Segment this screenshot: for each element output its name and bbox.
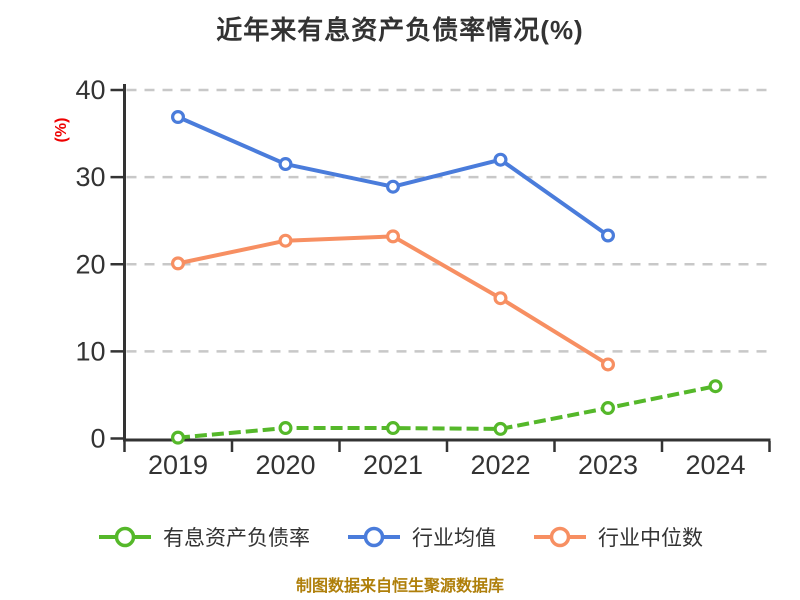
data-point-marker: [278, 421, 293, 436]
data-point-marker: [493, 291, 508, 306]
legend-marker-icon: [348, 526, 400, 548]
series-line: [177, 384, 716, 440]
data-point-marker: [600, 228, 615, 243]
data-point-marker: [493, 152, 508, 167]
data-source-caption: 制图数据来自恒生聚源数据库: [295, 578, 504, 595]
legend-label: 行业均值: [412, 527, 496, 550]
y-tick-label: 40: [75, 75, 105, 105]
data-point-marker: [386, 179, 401, 194]
data-point-marker: [171, 256, 186, 271]
y-tick-label: 10: [75, 336, 105, 366]
legend-item-行业中位数: 行业中位数: [532, 522, 703, 552]
y-tick-label: 30: [75, 162, 105, 192]
x-tick-label: 2023: [578, 450, 638, 480]
data-point-marker: [600, 357, 615, 372]
legend-item-行业均值: 行业均值: [346, 522, 496, 552]
x-tick-label: 2022: [470, 450, 530, 480]
gridlines: [126, 88, 769, 353]
data-point-marker: [171, 430, 186, 445]
legend-marker-icon: [99, 526, 151, 548]
legend-label: 有息资产负债率: [163, 527, 310, 550]
legend-label: 行业中位数: [598, 527, 703, 550]
chart-legend: 有息资产负债率 行业均值 行业中位数: [0, 520, 800, 554]
data-point-marker: [493, 421, 508, 436]
series-有息资产负债率: [171, 379, 723, 445]
legend-circle: [549, 526, 571, 548]
data-point-marker: [708, 379, 723, 394]
legend-circle: [114, 526, 136, 548]
axes: 0 10 20 30 40 2019 2020 2021 2022 2023 2024: [75, 75, 771, 480]
chart-title: 近年来有息资产负债率情况(%): [216, 15, 584, 45]
data-point-marker: [386, 421, 401, 436]
data-point-marker: [171, 110, 186, 125]
series-行业均值: [171, 110, 615, 243]
x-tick-label: 2024: [685, 450, 745, 480]
line-chart: 0 10 20 30 40 2019 2020 2021 2022 2023 2024: [75, 75, 771, 480]
legend-circle: [363, 526, 385, 548]
legend-marker-icon: [534, 526, 586, 548]
x-tick-label: 2021: [363, 450, 423, 480]
x-tick-label: 2019: [148, 450, 208, 480]
y-tick-label: 20: [75, 249, 105, 279]
x-tick-label: 2020: [255, 450, 315, 480]
data-point-marker: [600, 401, 615, 416]
legend-item-有息资产负债率: 有息资产负债率: [97, 522, 310, 552]
data-point-marker: [278, 233, 293, 248]
y-tick-label: 0: [90, 424, 105, 454]
series-line: [177, 234, 610, 367]
data-point-marker: [386, 229, 401, 244]
data-point-marker: [278, 157, 293, 172]
series-行业中位数: [171, 229, 615, 372]
